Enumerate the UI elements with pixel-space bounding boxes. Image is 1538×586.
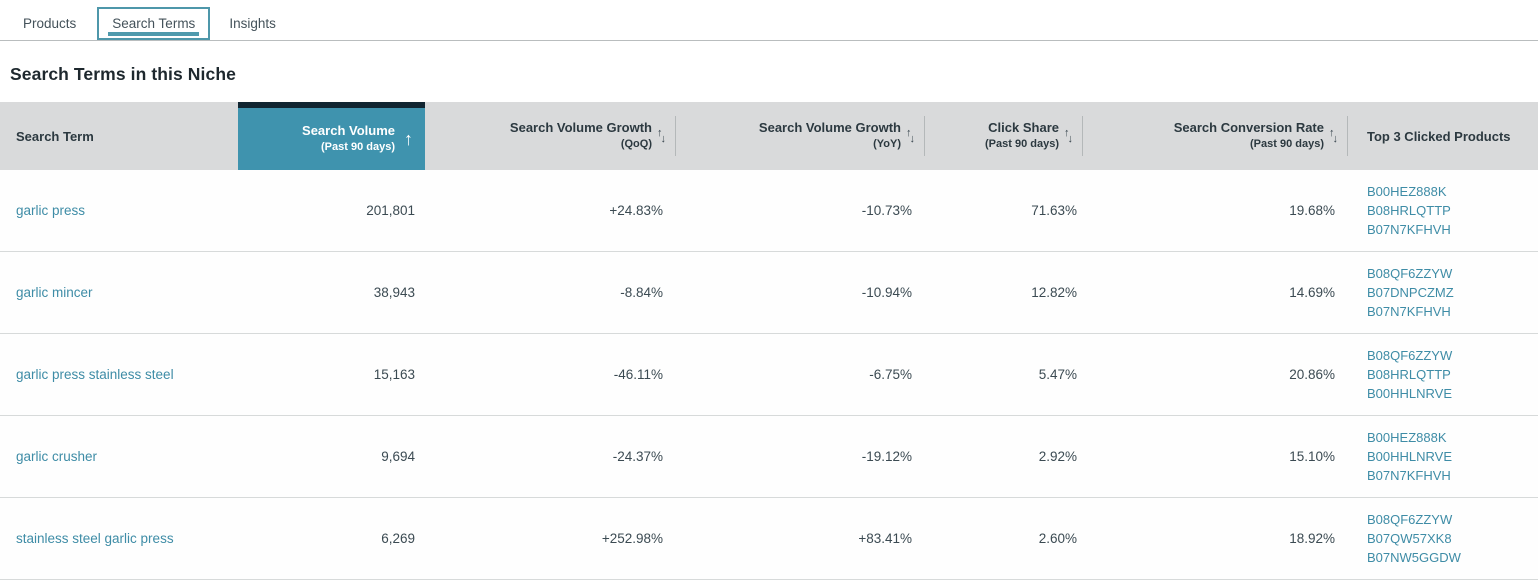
column-header-search-volume-growth-yoy[interactable]: Search Volume Growth (YoY) ↑↓ <box>676 102 925 170</box>
column-header-search-term: Search Term <box>0 102 238 170</box>
product-asin-link[interactable]: B08QF6ZZYW <box>1367 512 1453 527</box>
search-volume-growth-qoq-value: -8.84% <box>620 285 663 300</box>
column-sublabel: (YoY) <box>873 138 901 150</box>
column-header-top-3-clicked-products: Top 3 Clicked Products <box>1348 102 1538 170</box>
search-volume-growth-qoq-value: +252.98% <box>601 531 663 546</box>
click-share-value: 2.92% <box>1038 449 1077 464</box>
top-clicked-products-cell: B08QF6ZZYW B08HRLQTTP B00HHLNRVE <box>1348 346 1538 403</box>
search-conversion-rate-value: 15.10% <box>1289 449 1335 464</box>
search-volume-value: 9,694 <box>381 449 415 464</box>
search-volume-growth-yoy-value: -10.94% <box>861 285 912 300</box>
product-asin-link[interactable]: B07QW57XK8 <box>1367 531 1452 546</box>
search-volume-growth-yoy-value: -19.12% <box>861 449 912 464</box>
table-body: garlic press 201,801 +24.83% -10.73% 71.… <box>0 170 1538 580</box>
product-asin-link[interactable]: B07DNPCZMZ <box>1367 285 1454 300</box>
search-term-link[interactable]: garlic press stainless steel <box>16 367 174 382</box>
column-label: Click Share <box>988 120 1059 135</box>
product-asin-link[interactable]: B07N7KFHVH <box>1367 222 1451 237</box>
sort-ascending-arrow-icon: ↑ <box>404 129 413 149</box>
search-volume-value: 201,801 <box>366 203 415 218</box>
table-header: Search Term Search Volume (Past 90 days)… <box>0 102 1538 170</box>
search-term-cell: garlic press stainless steel <box>0 367 238 382</box>
column-sublabel: (Past 90 days) <box>985 138 1059 150</box>
column-header-search-conversion-rate[interactable]: Search Conversion Rate (Past 90 days) ↑↓ <box>1083 102 1348 170</box>
product-asin-link[interactable]: B08QF6ZZYW <box>1367 348 1453 363</box>
sort-arrows-icon: ↑↓ <box>906 127 915 145</box>
product-asin-link[interactable]: B07N7KFHVH <box>1367 304 1451 319</box>
top-clicked-products-cell: B08QF6ZZYW B07QW57XK8 B07NW5GGDW <box>1348 510 1538 567</box>
search-term-link[interactable]: garlic press <box>16 203 86 218</box>
product-asin-link[interactable]: B08HRLQTTP <box>1367 203 1451 218</box>
product-asin-link[interactable]: B07N7KFHVH <box>1367 468 1451 483</box>
sort-arrows-icon: ↑↓ <box>1064 127 1073 145</box>
column-label: Search Term <box>16 128 94 144</box>
product-asin-link[interactable]: B08HRLQTTP <box>1367 367 1451 382</box>
click-share-value: 2.60% <box>1038 531 1077 546</box>
search-terms-table: Search Term Search Volume (Past 90 days)… <box>0 102 1538 580</box>
column-sublabel: (Past 90 days) <box>321 141 395 153</box>
search-volume-growth-qoq-value: +24.83% <box>609 203 663 218</box>
search-term-link[interactable]: garlic mincer <box>16 285 93 300</box>
search-term-link[interactable]: stainless steel garlic press <box>16 531 174 546</box>
search-volume-value: 15,163 <box>373 367 415 382</box>
product-asin-link[interactable]: B00HHLNRVE <box>1367 449 1453 464</box>
column-sublabel: (Past 90 days) <box>1250 138 1324 150</box>
search-term-cell: stainless steel garlic press <box>0 531 238 546</box>
search-volume-growth-yoy-value: -10.73% <box>861 203 912 218</box>
click-share-value: 12.82% <box>1031 285 1077 300</box>
click-share-value: 5.47% <box>1038 367 1077 382</box>
search-term-cell: garlic press <box>0 203 238 218</box>
tab-insights[interactable]: Insights <box>229 16 276 31</box>
product-asin-link[interactable]: B00HEZ888K <box>1367 430 1447 445</box>
search-conversion-rate-value: 19.68% <box>1289 203 1335 218</box>
column-header-click-share[interactable]: Click Share (Past 90 days) ↑↓ <box>925 102 1083 170</box>
search-conversion-rate-value: 18.92% <box>1289 531 1335 546</box>
table-row: garlic press 201,801 +24.83% -10.73% 71.… <box>0 170 1538 252</box>
column-header-search-volume-growth-qoq[interactable]: Search Volume Growth (QoQ) ↑↓ <box>425 102 676 170</box>
column-label: Top 3 Clicked Products <box>1367 128 1511 144</box>
search-conversion-rate-value: 14.69% <box>1289 285 1335 300</box>
search-term-cell: garlic mincer <box>0 285 238 300</box>
product-asin-link[interactable]: B08QF6ZZYW <box>1367 266 1453 281</box>
table-row: garlic crusher 9,694 -24.37% -19.12% 2.9… <box>0 416 1538 498</box>
table-row: garlic press stainless steel 15,163 -46.… <box>0 334 1538 416</box>
product-asin-link[interactable]: B00HEZ888K <box>1367 184 1447 199</box>
top-clicked-products-cell: B00HEZ888K B00HHLNRVE B07N7KFHVH <box>1348 428 1538 485</box>
product-asin-link[interactable]: B07NW5GGDW <box>1367 550 1461 565</box>
top-clicked-products-cell: B00HEZ888K B08HRLQTTP B07N7KFHVH <box>1348 182 1538 239</box>
search-volume-value: 6,269 <box>381 531 415 546</box>
sort-arrows-icon: ↑↓ <box>657 127 666 145</box>
search-volume-value: 38,943 <box>373 285 415 300</box>
top-clicked-products-cell: B08QF6ZZYW B07DNPCZMZ B07N7KFHVH <box>1348 264 1538 321</box>
tab-products[interactable]: Products <box>23 16 77 31</box>
sort-arrows-icon: ↑↓ <box>1329 127 1338 145</box>
column-label: Search Volume <box>302 123 395 138</box>
column-label: Search Volume Growth <box>509 120 652 135</box>
search-term-cell: garlic crusher <box>0 449 238 464</box>
search-volume-growth-yoy-value: -6.75% <box>869 367 912 382</box>
search-volume-growth-qoq-value: -24.37% <box>612 449 663 464</box>
table-row: garlic mincer 38,943 -8.84% -10.94% 12.8… <box>0 252 1538 334</box>
search-term-link[interactable]: garlic crusher <box>16 449 98 464</box>
product-asin-link[interactable]: B00HHLNRVE <box>1367 386 1453 401</box>
column-sublabel: (QoQ) <box>620 138 652 150</box>
tab-bar: Products Search Terms Insights <box>0 0 1538 41</box>
search-conversion-rate-value: 20.86% <box>1289 367 1335 382</box>
column-label: Search Volume Growth <box>758 120 901 135</box>
column-label: Search Conversion Rate <box>1173 120 1324 135</box>
page-title: Search Terms in this Niche <box>10 64 236 84</box>
click-share-value: 71.63% <box>1031 203 1077 218</box>
tab-search-terms[interactable]: Search Terms <box>97 7 211 40</box>
column-header-search-volume[interactable]: Search Volume (Past 90 days) ↑ <box>238 102 425 170</box>
search-volume-growth-qoq-value: -46.11% <box>613 367 663 382</box>
table-row: stainless steel garlic press 6,269 +252.… <box>0 498 1538 580</box>
search-volume-growth-yoy-value: +83.41% <box>858 531 912 546</box>
